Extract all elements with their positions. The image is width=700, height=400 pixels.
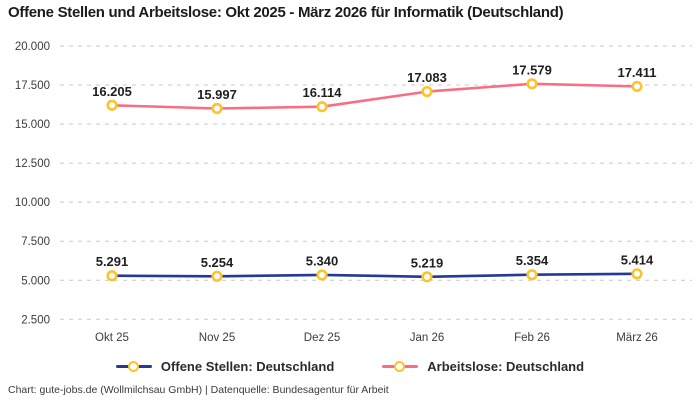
data-point-value-label: 16.205	[92, 84, 132, 99]
x-axis-tick-label: Dez 25	[304, 332, 340, 344]
y-axis-tick-label: 10.000	[15, 197, 50, 209]
data-point-marker	[211, 102, 223, 115]
legend-ring-icon	[394, 360, 406, 372]
data-point-value-label: 5.340	[306, 253, 339, 268]
legend-line-marker-icon	[115, 360, 152, 374]
data-point-value-label: 5.291	[96, 254, 129, 269]
y-axis-tick-label: 7.500	[21, 236, 50, 248]
y-axis-tick-label: 12.500	[15, 158, 50, 170]
data-point-value-label: 16.114	[302, 85, 342, 100]
data-point-value-label: 5.414	[621, 252, 654, 267]
data-point-marker	[316, 269, 328, 281]
data-point-value-label: 17.083	[407, 70, 447, 85]
data-point-marker	[316, 101, 328, 113]
y-axis-tick-label: 17.500	[15, 80, 50, 92]
y-axis-tick-label: 5.000	[21, 275, 50, 287]
data-point-marker	[421, 271, 433, 283]
data-point-marker	[526, 78, 538, 90]
chart-plot-area: 20.000 17.500 15.000 12.500 10.000 7.500 5.000…	[15, 41, 692, 344]
legend-item-label: Arbeitslose: Deutschland	[427, 359, 585, 374]
y-axis-tick-label: 15.000	[15, 119, 50, 131]
chart-legend: Offene Stellen: Deutschland Arbeitslose: …	[0, 359, 700, 374]
data-point-value-label: 5.254	[201, 255, 234, 270]
data-point-marker	[421, 85, 433, 98]
legend-item[interactable]: Offene Stellen: Deutschland	[115, 359, 335, 374]
data-point-value-label: 5.354	[516, 253, 549, 268]
legend-item[interactable]: Arbeitslose: Deutschland	[382, 359, 584, 374]
data-point-value-label: 17.579	[512, 62, 552, 77]
data-point-marker	[631, 268, 643, 280]
data-point-marker	[526, 269, 538, 281]
x-axis-tick-label: Feb 26	[514, 332, 550, 344]
series-line	[110, 272, 639, 279]
legend-item-label: Offene Stellen: Deutschland	[160, 359, 335, 374]
data-point-value-label: 17.411	[617, 65, 656, 80]
x-axis-tick-label: März 26	[616, 332, 658, 344]
chart-footer-credit: Chart: gute-jobs.de (Wollmilchsau GmbH) …	[8, 384, 389, 396]
series-line	[110, 82, 639, 110]
x-axis-tick-label: Okt 25	[95, 332, 129, 344]
y-axis-tick-label: 20.000	[15, 41, 50, 53]
y-axis-tick-label: 2.500	[21, 314, 50, 326]
chart-title: Offene Stellen und Arbeitslose: Okt 2025…	[8, 4, 564, 21]
data-point-value-label: 5.219	[411, 255, 444, 270]
data-point-marker	[106, 99, 118, 111]
data-point-value-label: 15.997	[197, 87, 237, 102]
x-axis-tick-label: Jan 26	[410, 332, 445, 344]
legend-line-marker-icon	[382, 360, 419, 374]
x-axis-tick-label: Nov 25	[199, 332, 235, 344]
data-point-marker	[211, 270, 223, 282]
data-point-marker	[106, 270, 118, 282]
legend-ring-icon	[127, 360, 139, 372]
data-point-marker	[631, 80, 643, 93]
